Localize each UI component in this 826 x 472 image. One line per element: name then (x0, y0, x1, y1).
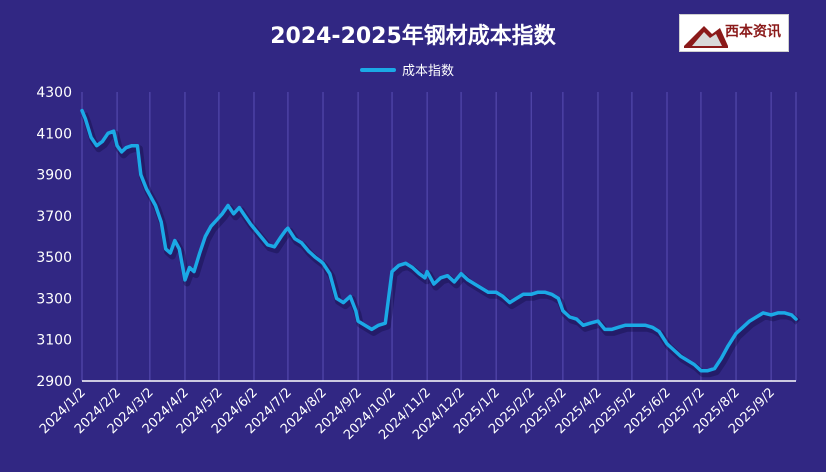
y-tick-label: 3700 (36, 209, 72, 225)
y-tick-label: 2900 (36, 374, 72, 390)
chart-title: 2024-2025年钢材成本指数 (270, 24, 556, 49)
y-tick-label: 3100 (36, 333, 72, 349)
series-line-shadow (80, 112, 801, 378)
y-tick-label: 3900 (36, 168, 72, 184)
y-tick-label: 4300 (36, 85, 72, 101)
y-tick-label: 3500 (36, 250, 72, 266)
y-tick-label: 3300 (36, 291, 72, 307)
brand-logo: 西本资讯 (679, 14, 789, 52)
logo-text: 西本资讯 (725, 24, 781, 40)
y-tick-label: 4100 (36, 126, 72, 142)
legend: 成本指数 (360, 60, 454, 79)
mountain-logo-icon (684, 26, 728, 48)
legend-swatch (360, 67, 396, 72)
legend-label: 成本指数 (402, 64, 455, 79)
series-line (80, 108, 798, 373)
